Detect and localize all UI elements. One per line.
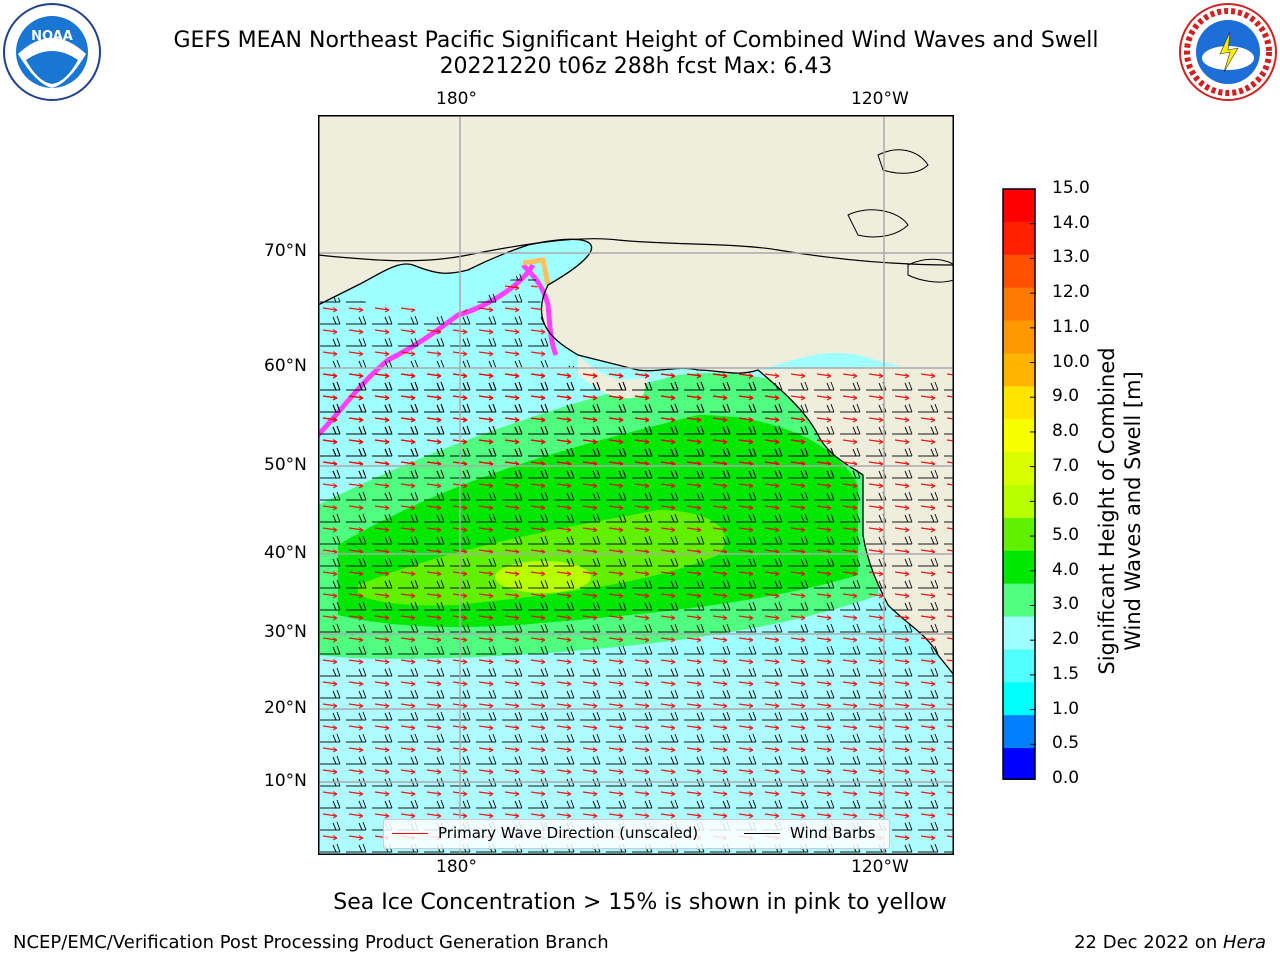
colorbar-segment [1003, 221, 1035, 256]
colorbar-frame [1002, 188, 1036, 780]
legend-primary-wave-swatch [392, 832, 428, 834]
lat-label-30n: 30°N [264, 622, 307, 642]
lat-label-50n: 50°N [264, 455, 307, 475]
lat-label-40n: 40°N [264, 543, 307, 563]
colorbar-segment [1003, 649, 1035, 683]
lon-label-top-120w: 120°W [851, 89, 909, 109]
colorbar-tick-label: 9.0 [1052, 386, 1080, 407]
footer-date: 22 Dec 2022 on Hera [1074, 932, 1266, 953]
colorbar-tick-label: 1.5 [1052, 663, 1080, 684]
colorbar-tick-label: 13.0 [1052, 247, 1090, 268]
colorbar-segment [1003, 485, 1035, 519]
lat-label-20n: 20°N [264, 698, 307, 718]
colorbar-tick-label: 2.0 [1052, 629, 1080, 650]
colorbar-segment [1003, 583, 1035, 618]
svg-text:NOAA: NOAA [31, 29, 73, 44]
lat-label-60n: 60°N [264, 356, 307, 376]
colorbar-tick-label: 0.0 [1052, 768, 1080, 788]
sea-ice-caption: Sea Ice Concentration > 15% is shown in … [333, 890, 947, 915]
legend-primary-wave-label: Primary Wave Direction (unscaled) [438, 824, 699, 842]
footer-organization: NCEP/EMC/Verification Post Processing Pr… [13, 932, 609, 953]
map-legend: Primary Wave Direction (unscaled) Wind B… [383, 819, 890, 849]
colorbar-segment [1003, 616, 1035, 650]
colorbar-segment [1003, 715, 1035, 749]
colorbar-segment [1003, 386, 1035, 420]
nws-logo-icon [1179, 3, 1277, 101]
colorbar-segment [1003, 682, 1035, 716]
lat-label-70n: 70°N [264, 241, 307, 261]
colorbar-tick-label: 6.0 [1052, 490, 1080, 511]
colorbar [1002, 188, 1036, 780]
colorbar-segment [1003, 254, 1035, 289]
land-north [318, 115, 954, 374]
colorbar-tick-label: 14.0 [1052, 212, 1090, 233]
lat-label-10n: 10°N [264, 771, 307, 791]
legend-wind-barbs-swatch [744, 832, 780, 834]
colorbar-label-line2: Wind Waves and Swell [m] [1121, 371, 1145, 651]
legend-wind-barbs: Wind Barbs [744, 824, 875, 842]
colorbar-segment [1003, 550, 1035, 585]
colorbar-segment [1003, 320, 1035, 354]
colorbar-tick-label: 0.5 [1052, 733, 1080, 754]
colorbar-segment [1003, 452, 1035, 486]
chart-subtitle: 20221220 t06z 288h fcst Max: 6.43 [439, 54, 833, 79]
colorbar-tick-label: 8.0 [1052, 420, 1080, 441]
colorbar-segment [1003, 419, 1035, 453]
colorbar-segment [1003, 189, 1035, 223]
legend-primary-wave: Primary Wave Direction (unscaled) [392, 824, 698, 842]
colorbar-tick-label: 1.0 [1052, 698, 1080, 719]
colorbar-label: Significant Height of Combined Wind Wave… [1094, 331, 1146, 691]
wave-height-map [318, 115, 954, 855]
colorbar-tick-label: 7.0 [1052, 455, 1080, 476]
colorbar-segment [1003, 517, 1035, 552]
footer-host: Hera [1222, 932, 1266, 953]
lon-label-top-180: 180° [436, 89, 477, 109]
chart-title: GEFS MEAN Northeast Pacific Significant … [173, 28, 1099, 53]
noaa-logo-icon: NOAA [3, 3, 101, 101]
colorbar-tick-label: 12.0 [1052, 282, 1090, 303]
lon-label-bottom-180: 180° [436, 857, 477, 877]
legend-wind-barbs-label: Wind Barbs [790, 824, 876, 842]
colorbar-segment [1003, 287, 1035, 322]
colorbar-tick-label: 10.0 [1052, 351, 1090, 372]
colorbar-tick-label: 15.0 [1052, 178, 1090, 198]
colorbar-segment [1003, 748, 1035, 780]
graticule [318, 115, 954, 855]
colorbar-tick-label: 3.0 [1052, 594, 1080, 615]
footer-date-text: 22 Dec 2022 on [1074, 932, 1223, 953]
colorbar-tick-label: 4.0 [1052, 559, 1080, 580]
colorbar-tick-label: 5.0 [1052, 525, 1080, 546]
colorbar-segment [1003, 353, 1035, 387]
colorbar-label-line1: Significant Height of Combined [1095, 347, 1119, 675]
colorbar-tick-label: 11.0 [1052, 316, 1090, 337]
lon-label-bottom-120w: 120°W [851, 857, 909, 877]
map-frame [318, 115, 954, 855]
